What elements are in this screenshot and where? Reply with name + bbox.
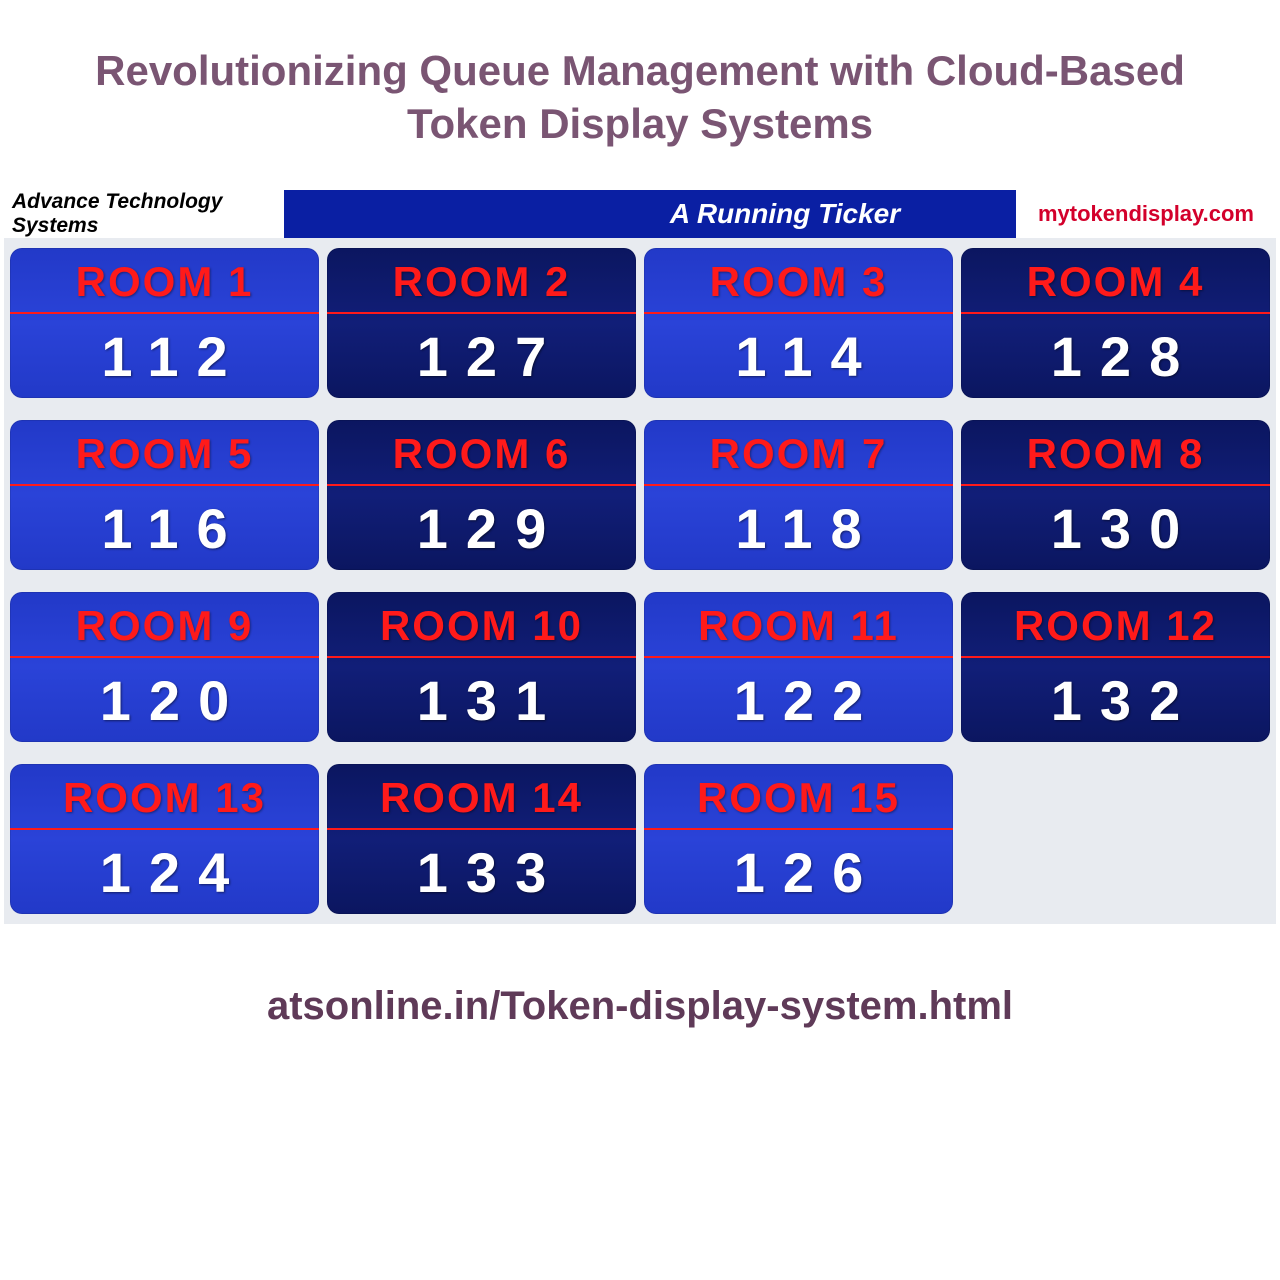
brand-left-label: Advance Technology Systems <box>4 190 284 238</box>
room-tile: ROOM 8130 <box>961 420 1270 570</box>
room-label: ROOM 7 <box>644 420 953 486</box>
room-tile: ROOM 11122 <box>644 592 953 742</box>
token-number: 131 <box>327 658 636 742</box>
brand-right-label: mytokendisplay.com <box>1016 190 1276 238</box>
token-number: 120 <box>10 658 319 742</box>
token-number: 112 <box>10 314 319 398</box>
room-label: ROOM 1 <box>10 248 319 314</box>
token-number: 130 <box>961 486 1270 570</box>
room-tile: ROOM 15126 <box>644 764 953 914</box>
room-label: ROOM 13 <box>10 764 319 830</box>
room-label: ROOM 3 <box>644 248 953 314</box>
room-tile: ROOM 5116 <box>10 420 319 570</box>
room-label: ROOM 12 <box>961 592 1270 658</box>
room-tile: ROOM 4128 <box>961 248 1270 398</box>
token-display-panel: Advance Technology Systems A Running Tic… <box>4 190 1276 924</box>
page-title: Revolutionizing Queue Management with Cl… <box>0 0 1280 180</box>
room-tile: ROOM 6129 <box>327 420 636 570</box>
room-tile: ROOM 1112 <box>10 248 319 398</box>
footer-url: atsonline.in/Token-display-system.html <box>0 924 1280 1029</box>
token-number: 124 <box>10 830 319 914</box>
room-tile: ROOM 7118 <box>644 420 953 570</box>
room-label: ROOM 9 <box>10 592 319 658</box>
room-label: ROOM 8 <box>961 420 1270 486</box>
room-tile: ROOM 9120 <box>10 592 319 742</box>
token-number: 128 <box>961 314 1270 398</box>
room-label: ROOM 6 <box>327 420 636 486</box>
token-number: 118 <box>644 486 953 570</box>
token-number: 133 <box>327 830 636 914</box>
room-tile: ROOM 13124 <box>10 764 319 914</box>
room-tile: ROOM 3114 <box>644 248 953 398</box>
room-grid: ROOM 1112ROOM 2127ROOM 3114ROOM 4128ROOM… <box>4 238 1276 918</box>
room-tile: ROOM 12132 <box>961 592 1270 742</box>
room-label: ROOM 2 <box>327 248 636 314</box>
running-ticker: A Running Ticker <box>284 190 1016 238</box>
token-number: 132 <box>961 658 1270 742</box>
token-number: 129 <box>327 486 636 570</box>
top-bar: Advance Technology Systems A Running Tic… <box>4 190 1276 238</box>
room-label: ROOM 14 <box>327 764 636 830</box>
room-label: ROOM 15 <box>644 764 953 830</box>
token-number: 114 <box>644 314 953 398</box>
room-label: ROOM 5 <box>10 420 319 486</box>
room-tile: ROOM 10131 <box>327 592 636 742</box>
room-label: ROOM 10 <box>327 592 636 658</box>
token-number: 127 <box>327 314 636 398</box>
token-number: 116 <box>10 486 319 570</box>
room-label: ROOM 11 <box>644 592 953 658</box>
room-label: ROOM 4 <box>961 248 1270 314</box>
room-tile: ROOM 2127 <box>327 248 636 398</box>
token-number: 126 <box>644 830 953 914</box>
token-number: 122 <box>644 658 953 742</box>
room-tile: ROOM 14133 <box>327 764 636 914</box>
